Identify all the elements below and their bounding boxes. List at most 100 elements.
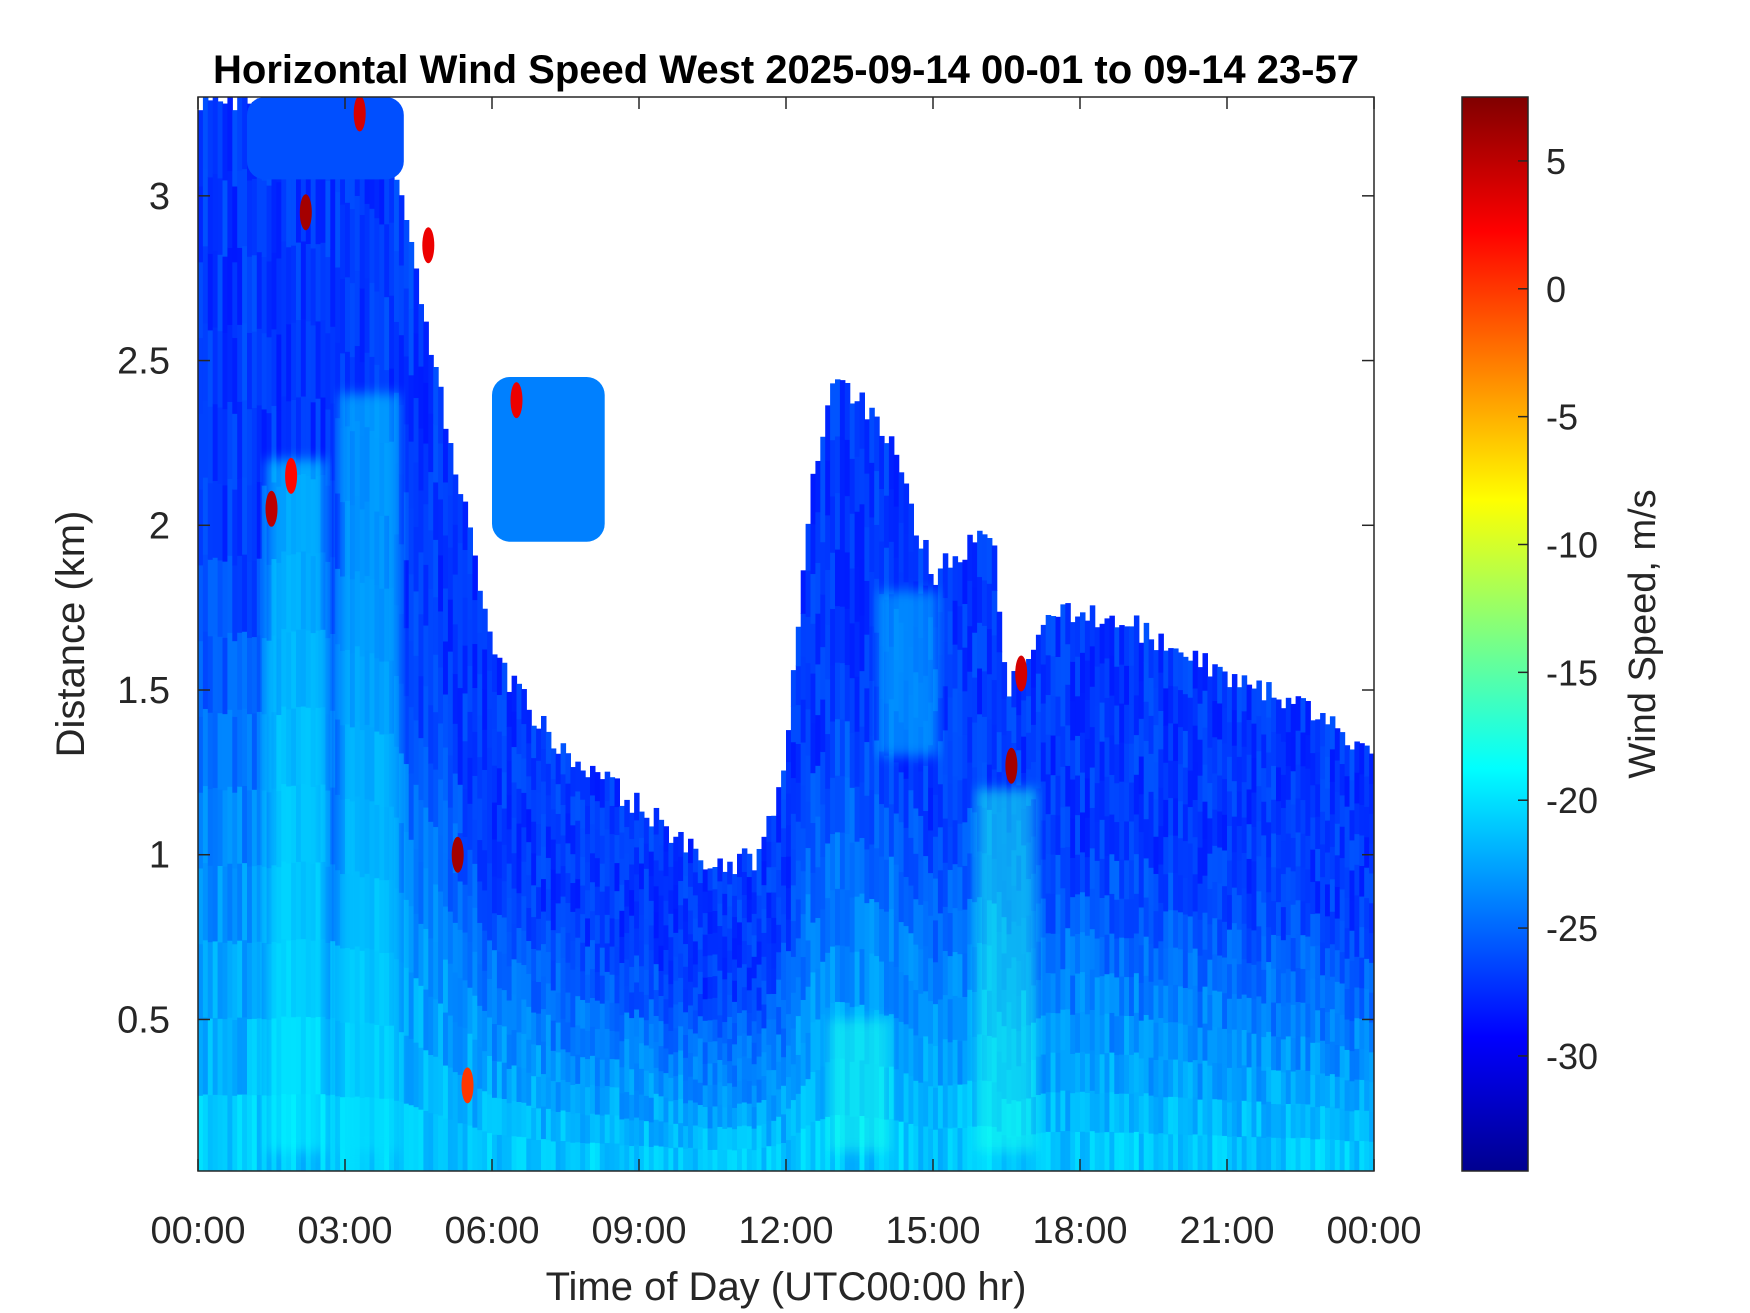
heatmap-cell — [952, 995, 959, 1040]
heatmap-cell — [1119, 937, 1125, 977]
heatmap-cell — [849, 951, 856, 1008]
heatmap-cell — [712, 1062, 718, 1085]
heatmap-cell — [629, 1094, 635, 1121]
heatmap-cell — [1168, 1058, 1174, 1097]
heatmap-cell — [937, 697, 944, 742]
heatmap-cell — [384, 296, 390, 371]
heatmap-cell — [751, 956, 758, 979]
heatmap-cell — [207, 482, 214, 560]
heatmap-cell — [462, 740, 469, 790]
heatmap-cell — [825, 514, 831, 571]
heatmap-cell — [830, 889, 836, 947]
hotspot — [353, 97, 366, 132]
heatmap-cell — [1065, 724, 1071, 766]
heatmap-cell — [717, 1059, 723, 1083]
heatmap-cell — [487, 978, 493, 1018]
heatmap-cell — [565, 991, 571, 1023]
heatmap-cell — [1197, 775, 1204, 812]
heatmap-cell — [462, 931, 469, 981]
heatmap-cell — [590, 852, 596, 883]
heatmap-cell — [913, 898, 919, 945]
heatmap-cell — [692, 1147, 699, 1171]
heatmap-cell — [947, 740, 954, 784]
heatmap-cell — [1261, 1103, 1267, 1138]
heatmap-cell — [1035, 826, 1042, 866]
heatmap-cell — [825, 678, 831, 735]
heatmap-cell — [550, 808, 557, 840]
heatmap-cell — [408, 971, 415, 1039]
heatmap-cell — [766, 993, 772, 1020]
heatmap-cell — [232, 110, 238, 187]
heatmap-cell — [692, 963, 699, 988]
heatmap-cell — [428, 879, 434, 939]
heatmap-cell — [888, 488, 895, 542]
heatmap-cell — [1212, 1098, 1218, 1136]
heatmap-cell — [315, 320, 322, 399]
cyan-plume — [266, 459, 326, 1152]
heatmap-cell — [1334, 949, 1341, 982]
heatmap-cell — [1182, 1097, 1189, 1135]
heatmap-cell — [805, 1032, 812, 1080]
heatmap-cell — [751, 891, 758, 914]
heatmap-cell — [1173, 835, 1179, 873]
heatmap-cell — [624, 1038, 630, 1066]
heatmap-cell — [1065, 887, 1071, 929]
heatmap-cell — [908, 980, 914, 1029]
heatmap-cell — [389, 222, 395, 296]
heatmap-cell — [452, 474, 459, 525]
heatmap-cell — [678, 977, 684, 1003]
heatmap-cell — [1227, 1032, 1233, 1068]
heatmap-cell — [1285, 765, 1292, 800]
heatmap-cell — [394, 321, 400, 393]
heatmap-cell — [1075, 695, 1081, 736]
heatmap-cell — [771, 1120, 777, 1147]
heatmap-cell — [967, 807, 973, 854]
heatmap-cell — [1359, 1079, 1365, 1111]
heatmap-cell — [1359, 1140, 1365, 1171]
heatmap-cell — [212, 97, 219, 175]
heatmap-cell — [242, 1093, 248, 1171]
heatmap-cell — [1070, 739, 1076, 780]
heatmap-cell — [1276, 1069, 1282, 1105]
heatmap-cell — [1168, 834, 1174, 873]
heatmap-cell — [1148, 867, 1155, 906]
heatmap-cell — [1045, 932, 1052, 974]
heatmap-cell — [487, 1093, 493, 1134]
x-tick-label: 18:00 — [1032, 1210, 1127, 1252]
heatmap-cell — [1143, 1014, 1150, 1055]
heatmap-cell — [1040, 663, 1047, 704]
heatmap-cell — [702, 869, 709, 892]
heatmap-cell — [1129, 665, 1135, 705]
heatmap-cell — [1276, 935, 1282, 970]
heatmap-cell — [648, 1146, 655, 1171]
heatmap-cell — [384, 150, 390, 225]
heatmap-cell — [198, 564, 204, 642]
heatmap-cell — [835, 379, 841, 437]
heatmap-cell — [854, 676, 861, 732]
heatmap-cell — [663, 1072, 669, 1098]
heatmap-cell — [340, 204, 346, 279]
heatmap-cell — [1192, 910, 1199, 949]
heatmap-cell — [242, 708, 248, 787]
heatmap-cell — [521, 757, 527, 793]
heatmap-cell — [1280, 873, 1287, 908]
heatmap-cell — [776, 1088, 782, 1117]
heatmap-cell — [305, 243, 312, 322]
heatmap-cell — [1148, 1057, 1155, 1096]
heatmap-cell — [511, 958, 518, 995]
heatmap-cell — [619, 832, 625, 859]
heatmap-cell — [1089, 766, 1096, 808]
heatmap-cell — [1114, 704, 1120, 745]
heatmap-cell — [1143, 896, 1150, 937]
heatmap-cell — [653, 1015, 660, 1042]
heatmap-cell — [609, 889, 616, 919]
heatmap-cell — [447, 755, 454, 808]
heatmap-cell — [202, 708, 209, 787]
heatmap-cell — [1114, 666, 1120, 706]
heatmap-cell — [560, 896, 567, 928]
heatmap-cell — [531, 821, 537, 854]
heatmap-cell — [1227, 790, 1233, 826]
heatmap-cell — [893, 1119, 900, 1171]
heatmap-cell — [335, 643, 341, 720]
heatmap-cell — [1315, 880, 1321, 914]
